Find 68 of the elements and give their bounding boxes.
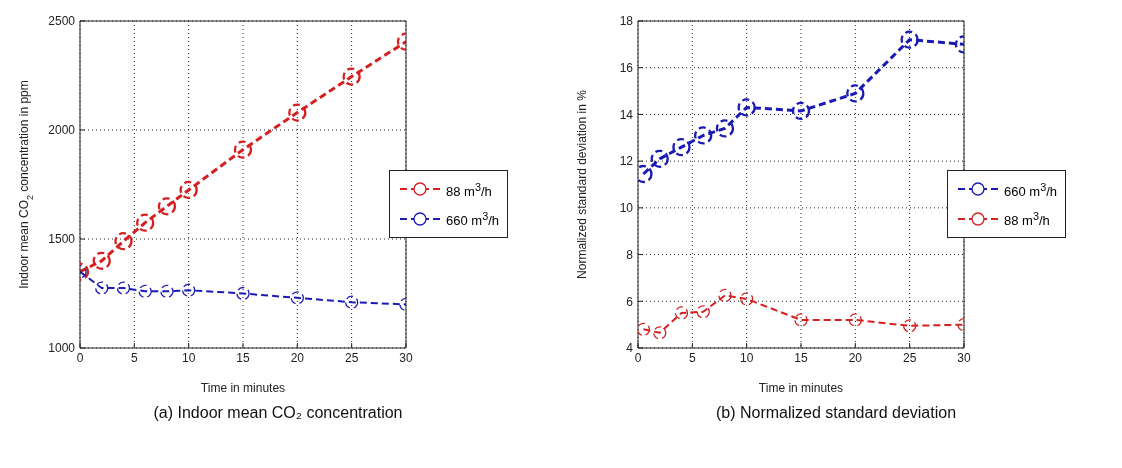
x-tick-label: 5 [130,350,138,365]
point [900,30,919,49]
point [136,213,155,232]
x-tick-label: 10 [181,350,196,365]
point [718,288,732,303]
x-tick-label: 20 [848,350,863,365]
point [903,319,917,333]
point [236,286,250,301]
legend-label: 88 m$^{3}$/h [445,179,492,201]
x-tick-label: 5 [688,350,696,365]
point [650,149,669,168]
y-tick-label: 1000 [48,341,76,356]
point [95,281,109,295]
x-tick-label: 30 [957,350,971,365]
x-tick-label: 25 [344,350,359,365]
point [653,326,667,340]
point [638,322,651,336]
y-tick-label: 12 [619,154,634,169]
point [791,101,811,121]
point [794,313,808,327]
y-tick-label: 16 [619,60,634,75]
y-tick-label: 1500 [48,232,76,247]
point [696,305,710,319]
y-tick-label: 4 [626,341,634,356]
text: (b) Normalized standard deviation [714,404,958,422]
point [342,67,361,86]
point [290,291,304,305]
x-axis-title: Time in minutes [758,381,844,395]
x-axis-title: Time in minutes [200,381,286,395]
point [674,306,689,320]
point [288,103,307,122]
y-tick-label: 8 [626,247,634,262]
point [345,295,359,309]
y-tick-label: 2500 [48,14,76,29]
point [233,140,253,159]
x-tick-label: 30 [399,350,413,365]
legend-label: 88 m$^{3}$/h [1003,209,1050,231]
point [694,126,713,145]
point [740,292,754,306]
point [116,281,131,295]
point [182,283,196,297]
point [737,98,756,117]
point [715,119,735,138]
point [157,197,177,216]
point [160,284,174,298]
x-tick-label: 0 [634,350,642,365]
y-tick-label: 10 [619,201,634,216]
legend-label: 660 m$^{3}$/h [1003,179,1057,201]
x-tick-label: 10 [739,350,754,365]
point [92,251,111,270]
x-tick-label: 0 [76,350,84,365]
x-tick-label: 15 [794,350,808,365]
y-axis-title: Normalized standard deviation in % [575,89,589,279]
x-tick-label: 20 [290,350,305,365]
point [179,180,198,200]
y-tick-label: 2000 [48,123,76,138]
point [846,84,865,103]
point [138,284,152,298]
x-tick-label: 25 [902,350,917,365]
y-tick-label: 18 [619,14,634,29]
point [848,313,862,327]
point [672,137,691,157]
text: (a) Indoor mean CO₂ concentration [152,404,404,422]
y-tick-label: 14 [619,107,634,122]
y-tick-label: 6 [626,294,634,309]
x-tick-label: 15 [236,350,250,365]
legend-label: 660 m$^{3}$/h [445,209,499,231]
point [114,232,133,251]
